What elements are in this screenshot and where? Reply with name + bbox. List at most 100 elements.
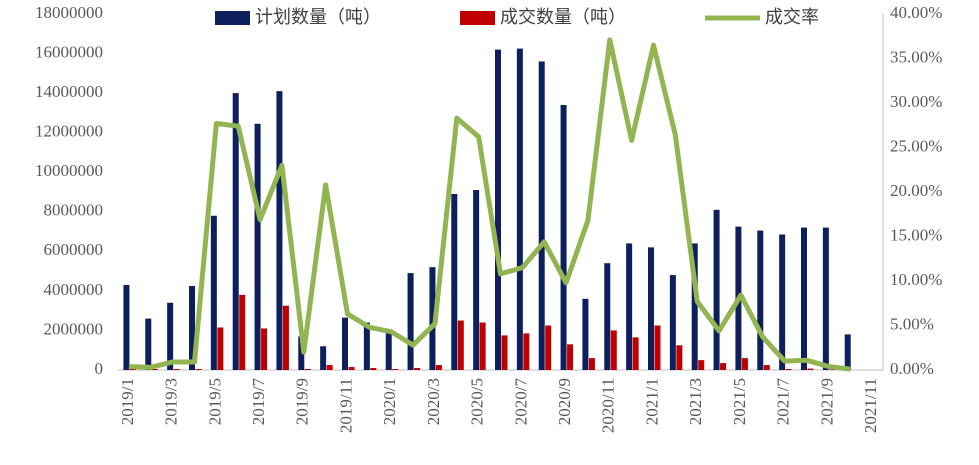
y-tick-label: 0 [95, 359, 104, 378]
y-tick-label: 16000000 [35, 42, 103, 61]
x-tick-label: 2021/1 [642, 378, 661, 425]
x-tick-label: 2021/7 [774, 378, 793, 426]
bar [648, 247, 654, 370]
bar [626, 243, 633, 370]
bar [516, 48, 523, 370]
x-tick-label: 2019/7 [249, 378, 268, 426]
bar [342, 317, 348, 370]
x-tick-label: 2019/1 [118, 378, 137, 425]
bar [801, 227, 807, 370]
bar [363, 322, 370, 370]
x-tick-label: 2021/3 [686, 378, 705, 425]
x-tick-label: 2021/11 [861, 378, 880, 433]
bar [763, 365, 770, 370]
y2-tick-label: 20.00% [890, 181, 942, 200]
x-tick-label: 2020/1 [380, 378, 399, 425]
bar [123, 284, 130, 370]
bar [392, 369, 399, 370]
legend-swatch [215, 11, 250, 25]
bar [239, 294, 246, 370]
x-tick-label: 2019/3 [162, 378, 181, 425]
bar [429, 267, 436, 370]
bar [145, 318, 152, 370]
bar [785, 369, 792, 370]
x-tick-label: 2021/5 [730, 378, 749, 425]
y-tick-label: 6000000 [44, 240, 104, 259]
bar [370, 368, 377, 370]
y-tick-label: 2000000 [44, 319, 104, 338]
bar [189, 285, 195, 370]
bar [654, 325, 661, 370]
x-tick-label: 2020/7 [511, 378, 530, 426]
y2-tick-label: 35.00% [890, 47, 942, 66]
bar [560, 104, 567, 370]
bar [844, 334, 851, 370]
bar [691, 243, 698, 370]
bar [807, 368, 814, 370]
bar [167, 302, 174, 370]
y-tick-label: 12000000 [35, 122, 103, 141]
bar [698, 360, 705, 370]
y-tick-label: 8000000 [44, 201, 104, 220]
x-tick-label: 2021/9 [817, 378, 836, 425]
x-tick-label: 2020/11 [599, 378, 618, 433]
bar [479, 322, 486, 370]
x-tick-label: 2020/9 [555, 378, 574, 425]
legend-label: 成交率 [765, 7, 819, 27]
legend-label: 计划数量（吨） [255, 7, 381, 27]
bar [282, 305, 289, 370]
bar [779, 234, 786, 370]
bar [473, 190, 480, 370]
y2-tick-label: 40.00% [890, 3, 942, 22]
bar [757, 230, 764, 370]
y2-tick-label: 15.00% [890, 225, 942, 244]
line [128, 37, 851, 372]
legend-label: 成交数量（吨） [500, 7, 626, 27]
bar [538, 61, 545, 370]
bar [276, 91, 283, 370]
bar [217, 327, 224, 370]
y-tick-label: 18000000 [35, 3, 103, 22]
bar [523, 333, 530, 370]
bar [741, 358, 748, 370]
y2-tick-label: 10.00% [890, 270, 942, 289]
bar [457, 320, 464, 370]
bar [254, 123, 261, 371]
bar [720, 363, 727, 370]
y-tick-label: 10000000 [35, 161, 103, 180]
bar [451, 193, 458, 370]
bar [567, 344, 574, 370]
y2-tick-label: 30.00% [890, 92, 942, 111]
y-tick-label: 14000000 [35, 82, 103, 101]
y2-tick-label: 0.00% [890, 359, 934, 378]
bar [173, 369, 180, 370]
bar [669, 275, 676, 370]
x-tick-label: 2020/5 [468, 378, 487, 425]
bar [582, 298, 589, 370]
bar [822, 227, 829, 370]
y-tick-label: 4000000 [44, 280, 104, 299]
bar [829, 369, 836, 370]
bar [261, 328, 268, 370]
bar [304, 369, 311, 370]
x-tick-label: 2019/11 [336, 378, 355, 433]
y2-tick-label: 25.00% [890, 136, 942, 155]
bar [501, 335, 508, 370]
bar [435, 365, 442, 370]
bar [604, 263, 611, 370]
bar [588, 358, 595, 370]
x-tick-label: 2020/3 [424, 378, 443, 425]
y2-tick-label: 5.00% [890, 314, 934, 333]
bar [348, 367, 355, 370]
bar [320, 346, 327, 370]
bar [632, 337, 639, 370]
bar [495, 49, 501, 370]
bar [676, 345, 683, 370]
bar [232, 93, 239, 370]
bar [610, 330, 617, 370]
bar [414, 368, 421, 370]
bar [298, 336, 305, 370]
bar [407, 273, 414, 370]
x-tick-label: 2019/5 [205, 378, 224, 425]
